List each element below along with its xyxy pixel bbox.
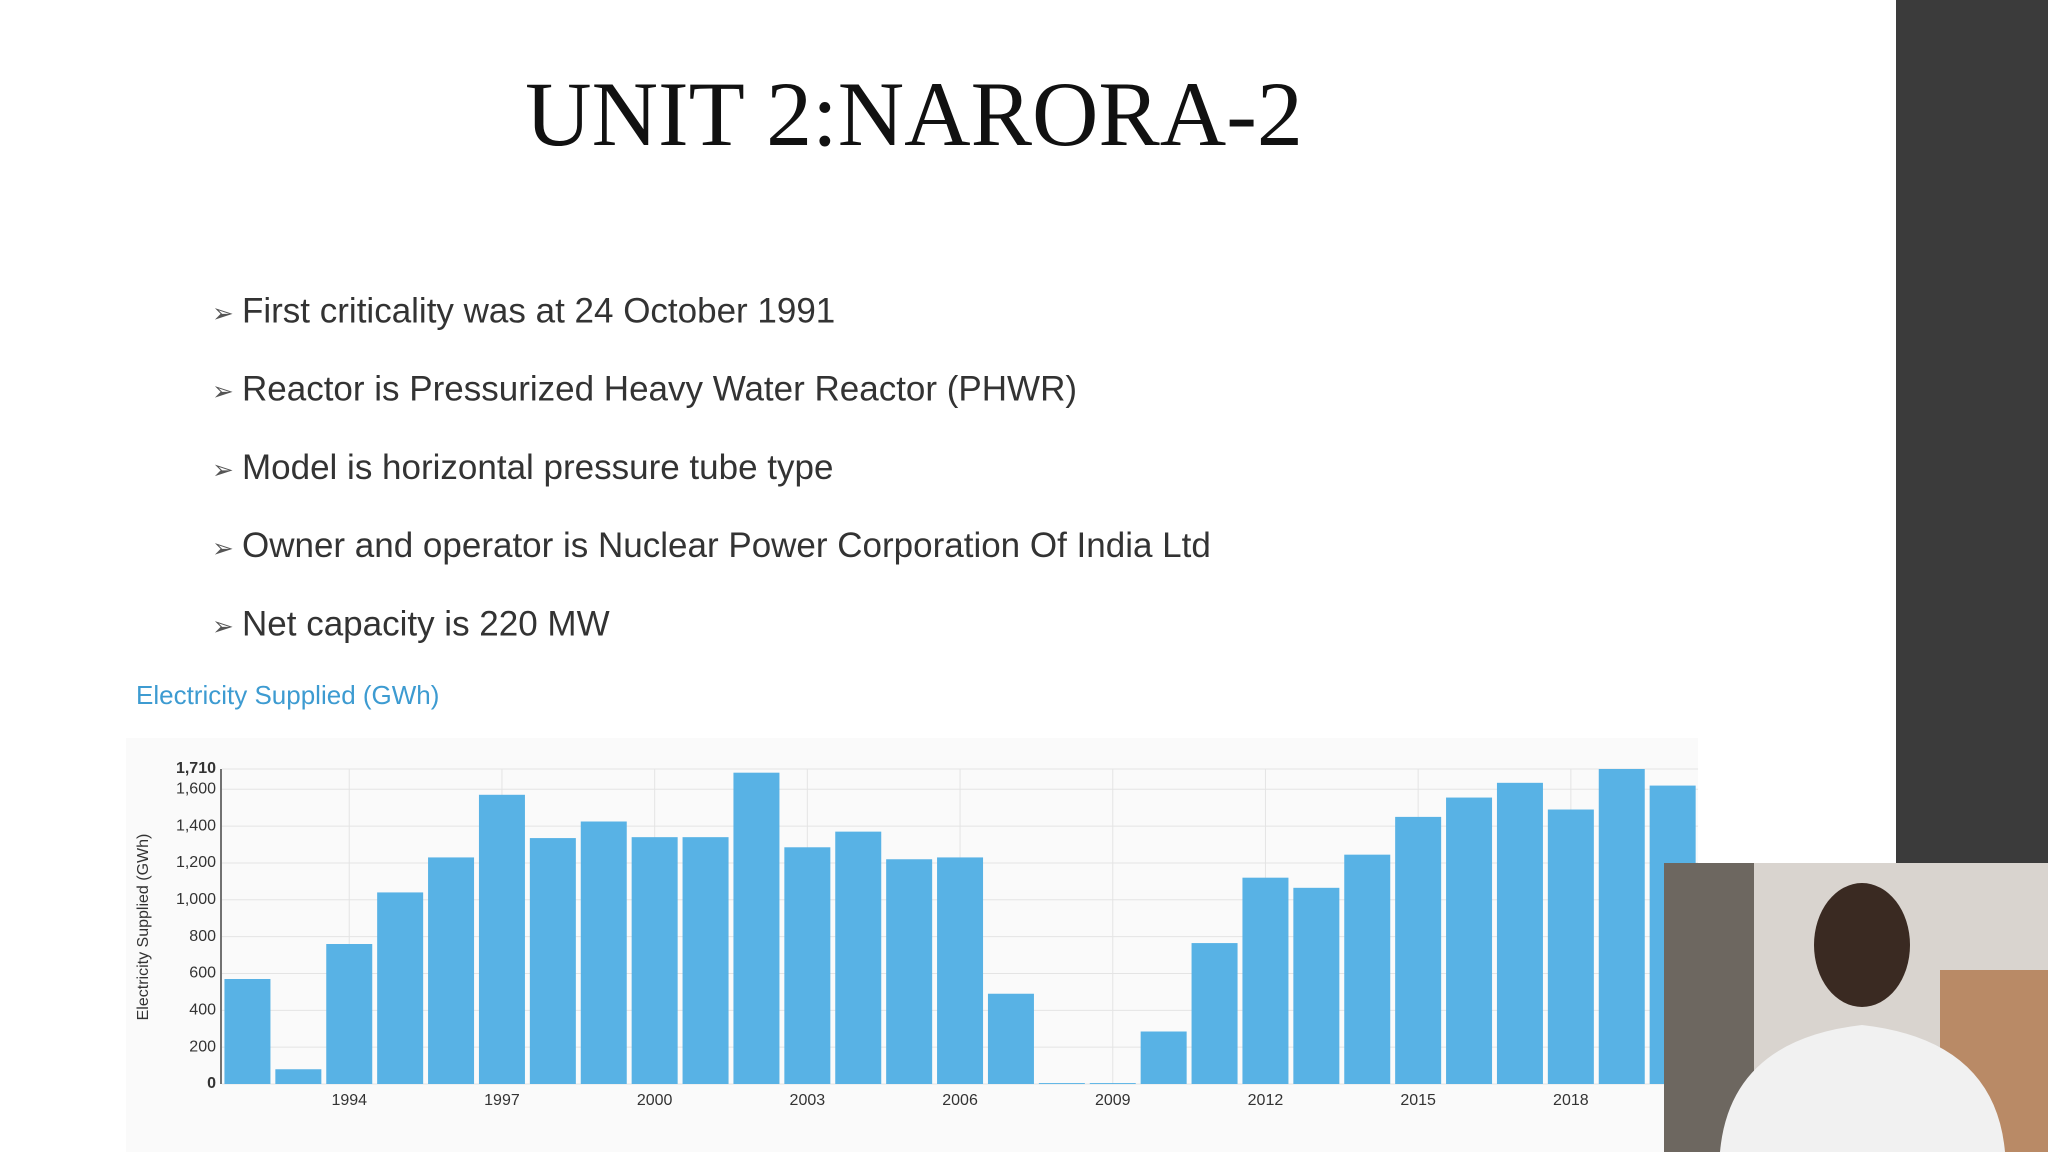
bar <box>784 847 831 1084</box>
x-tick-label: 1994 <box>331 1092 367 1109</box>
bar <box>1344 854 1391 1084</box>
bar <box>1598 769 1645 1084</box>
bar <box>1547 809 1594 1084</box>
bar <box>682 837 729 1084</box>
y-tick-label: 1,200 <box>176 854 216 871</box>
shirt <box>1720 1025 2005 1152</box>
y-tick-label: 200 <box>189 1038 216 1055</box>
y-tick-label: 400 <box>189 1002 216 1019</box>
bullet-marker: ➢ <box>212 376 234 406</box>
x-tick-label: 2006 <box>942 1092 978 1109</box>
bullet-marker: ➢ <box>212 611 234 641</box>
y-axis-label: Electricity Supplied (GWh) <box>135 834 152 1021</box>
x-tick-label: 2003 <box>790 1092 826 1109</box>
bar <box>580 821 627 1084</box>
bar <box>937 857 984 1084</box>
bar <box>428 857 475 1084</box>
bar <box>1395 816 1442 1084</box>
bar <box>377 892 424 1084</box>
bullet-text: Net capacity is 220 MW <box>242 604 610 643</box>
bar <box>1038 1083 1085 1084</box>
bullet-marker: ➢ <box>212 454 234 484</box>
bar <box>1089 1083 1136 1084</box>
bullet-marker: ➢ <box>212 533 234 563</box>
chart-title: Electricity Supplied (GWh) <box>136 680 439 710</box>
bar <box>529 838 576 1084</box>
bar <box>733 772 780 1084</box>
bullet-text: Model is horizontal pressure tube type <box>242 448 833 487</box>
y-tick-label: 600 <box>189 965 216 982</box>
y-tick-label: 0 <box>207 1075 216 1092</box>
bar <box>1496 782 1543 1084</box>
bar <box>987 993 1034 1084</box>
bullet-list: ➢ First criticality was at 24 October 199… <box>212 291 1211 643</box>
bar <box>326 944 373 1084</box>
slide-title: UNIT 2:NARORA-2 <box>525 63 1303 165</box>
y-tick-label: 1,400 <box>176 817 216 834</box>
x-tick-label: 2009 <box>1095 1092 1131 1109</box>
bullet-text: Owner and operator is Nuclear Power Corp… <box>242 526 1211 565</box>
bar <box>224 979 271 1084</box>
x-tick-label: 2012 <box>1248 1092 1284 1109</box>
bar <box>275 1069 322 1084</box>
bullet-marker: ➢ <box>212 298 234 328</box>
x-tick-label: 2015 <box>1400 1092 1436 1109</box>
x-tick-label: 2018 <box>1553 1092 1589 1109</box>
bar <box>1191 943 1238 1084</box>
x-tick-label: 2000 <box>637 1092 673 1109</box>
head <box>1814 883 1910 1007</box>
webcam <box>1664 863 2048 1152</box>
bar <box>631 837 678 1084</box>
bar <box>1242 877 1289 1084</box>
bar <box>1293 887 1340 1084</box>
bar <box>478 794 525 1084</box>
bar <box>1446 797 1493 1084</box>
bar <box>1140 1031 1187 1084</box>
y-tick-label: 1,710 <box>176 760 216 777</box>
x-tick-label: 1997 <box>484 1092 520 1109</box>
y-tick-label: 800 <box>189 928 216 945</box>
y-tick-label: 1,000 <box>176 891 216 908</box>
y-tick-label: 1,600 <box>176 780 216 797</box>
bullet-text: Reactor is Pressurized Heavy Water React… <box>242 370 1077 409</box>
bar <box>886 859 933 1084</box>
bullet-text: First criticality was at 24 October 1991 <box>242 291 835 330</box>
bar <box>835 831 882 1084</box>
